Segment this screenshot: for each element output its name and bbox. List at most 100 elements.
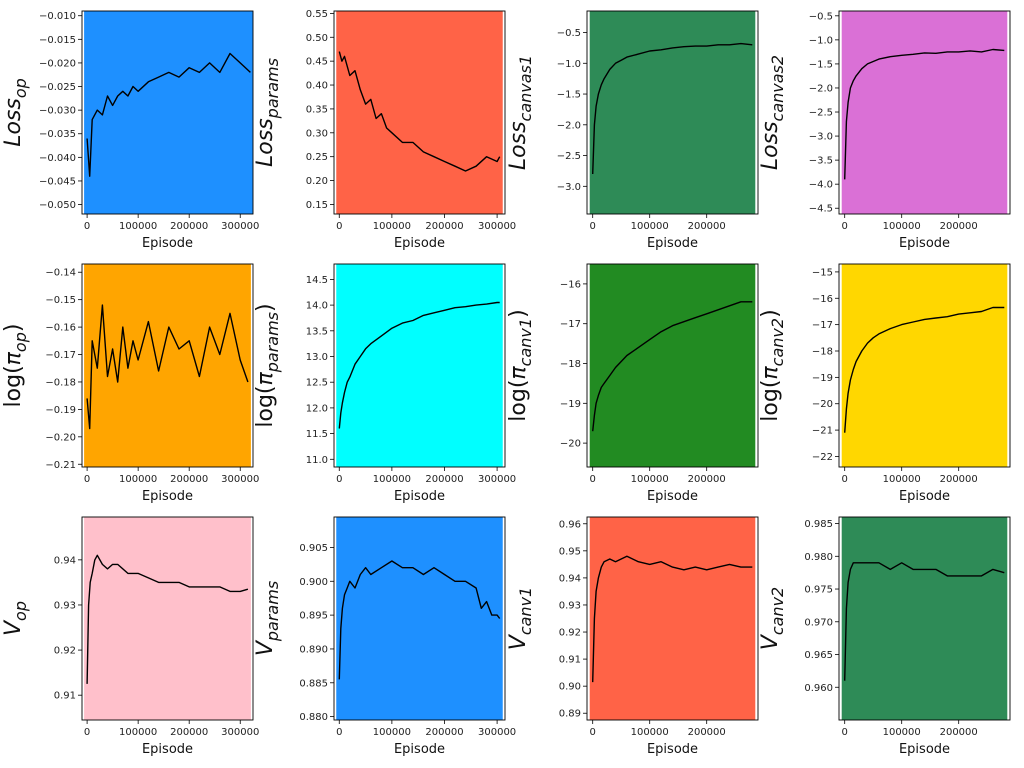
x-tick-label: 0 bbox=[336, 221, 342, 232]
y-tick-label: 0.985 bbox=[804, 519, 833, 530]
y-tick-label: 0.93 bbox=[54, 600, 76, 611]
subplot-9: 0 100000 200000 300000 0.880 0.885 0.890 0.895 0… bbox=[253, 516, 516, 757]
y-tick-label: −4.5 bbox=[809, 204, 833, 215]
x-tick-label: 200000 bbox=[425, 474, 463, 485]
y-tick-label: 0.55 bbox=[306, 9, 328, 20]
mean-line bbox=[338, 301, 500, 429]
y-tick-label: 0.91 bbox=[54, 691, 76, 702]
axes-frame bbox=[333, 263, 506, 468]
x-tick-label: 100000 bbox=[883, 221, 921, 232]
y-tick-label: −3.5 bbox=[809, 156, 833, 167]
x-axis-label: Episode bbox=[899, 236, 950, 251]
y-tick-label: −0.020 bbox=[39, 58, 76, 69]
y-tick-label: −16 bbox=[812, 294, 833, 305]
mean-line bbox=[86, 554, 249, 684]
y-tick-label: 0.92 bbox=[54, 646, 76, 657]
y-tick-label: −18 bbox=[812, 347, 833, 358]
y-tick-label: 12.5 bbox=[306, 378, 328, 389]
axes-frame bbox=[333, 10, 506, 215]
y-tick-label: −16 bbox=[560, 279, 581, 290]
y-tick-label: −3.0 bbox=[557, 182, 581, 193]
y-tick-label: 13.5 bbox=[306, 326, 328, 337]
x-tick-label: 100000 bbox=[119, 474, 157, 485]
x-tick-label: 200000 bbox=[425, 221, 463, 232]
subplot-3: 0 100000 200000 −4.5 −4.0 −3.5 −3.0 −2.5 −2.0 −1.… bbox=[758, 10, 1011, 251]
y-tick-label: −0.17 bbox=[45, 350, 76, 361]
y-tick-label: 0.15 bbox=[306, 200, 328, 211]
x-axis-label: Episode bbox=[142, 236, 193, 251]
x-tick-label: 0 bbox=[84, 727, 90, 738]
y-axis-label: Lossparams bbox=[253, 58, 282, 167]
mean-line bbox=[338, 560, 501, 680]
x-axis-label: Episode bbox=[142, 489, 193, 504]
x-tick-label: 100000 bbox=[119, 221, 157, 232]
x-tick-label: 300000 bbox=[478, 727, 516, 738]
x-tick-label: 0 bbox=[590, 474, 596, 485]
y-axis-label: Vcanv2 bbox=[758, 587, 787, 650]
x-axis-label: Episode bbox=[647, 742, 698, 757]
mean-line bbox=[592, 555, 753, 683]
y-tick-label: −0.16 bbox=[45, 323, 76, 334]
x-tick-label: 0 bbox=[842, 221, 848, 232]
y-tick-label: −0.025 bbox=[39, 82, 76, 93]
subplot-7: 0 100000 200000 −22 −21 −20 −19 −18 −17 −16 −15 Epi… bbox=[758, 263, 1011, 504]
x-tick-label: 100000 bbox=[373, 474, 411, 485]
x-tick-label: 0 bbox=[84, 474, 90, 485]
mean-line bbox=[338, 51, 501, 172]
scatter-band bbox=[589, 264, 756, 467]
mean-line bbox=[592, 42, 753, 175]
x-axis-label: Episode bbox=[899, 742, 950, 757]
y-tick-label: −1.0 bbox=[809, 35, 833, 46]
y-tick-label: −0.19 bbox=[45, 405, 76, 416]
y-axis-label: log(πcanv1) bbox=[506, 309, 535, 421]
axes-frame bbox=[81, 10, 254, 215]
y-tick-label: 13.0 bbox=[306, 352, 328, 363]
x-tick-label: 0 bbox=[590, 727, 596, 738]
x-tick-label: 300000 bbox=[478, 221, 516, 232]
x-axis-label: Episode bbox=[647, 489, 698, 504]
x-tick-label: 100000 bbox=[119, 727, 157, 738]
x-tick-label: 100000 bbox=[631, 474, 669, 485]
y-tick-label: −4.0 bbox=[809, 180, 833, 191]
y-tick-label: −0.5 bbox=[557, 28, 581, 39]
axes-frame bbox=[586, 10, 759, 215]
x-axis-label: Episode bbox=[394, 742, 445, 757]
y-tick-label: −0.20 bbox=[45, 432, 76, 443]
scatter-band bbox=[841, 11, 1008, 214]
subplot-6: 0 100000 200000 −20 −19 −18 −17 −16 Episode log(π… bbox=[506, 263, 759, 504]
y-tick-label: 0.895 bbox=[299, 611, 328, 622]
y-tick-label: −0.045 bbox=[39, 176, 76, 187]
x-tick-label: 200000 bbox=[688, 474, 726, 485]
mean-line bbox=[592, 301, 753, 432]
axes-frame bbox=[838, 10, 1011, 215]
y-tick-label: 0.40 bbox=[306, 81, 328, 92]
subplot-10: 0 100000 200000 0.89 0.90 0.91 0.92 0.93 0.94 0.9… bbox=[506, 516, 759, 757]
axes-frame bbox=[838, 516, 1011, 721]
y-tick-label: −2.0 bbox=[809, 83, 833, 94]
y-tick-label: −1.5 bbox=[557, 90, 581, 101]
x-axis-label: Episode bbox=[647, 236, 698, 251]
y-tick-label: 0.880 bbox=[299, 712, 328, 723]
x-tick-label: 100000 bbox=[373, 221, 411, 232]
y-axis-label: Vop bbox=[1, 601, 30, 636]
x-tick-label: 0 bbox=[336, 474, 342, 485]
axes-frame bbox=[838, 263, 1011, 468]
subplot-0: 0 100000 200000 300000 −0.050 −0.045 −0.040 −0.… bbox=[1, 10, 259, 251]
y-tick-label: −0.035 bbox=[39, 129, 76, 140]
y-tick-label: −18 bbox=[560, 359, 581, 370]
y-tick-label: 0.885 bbox=[299, 678, 328, 689]
y-tick-label: −0.015 bbox=[39, 35, 76, 46]
y-axis-label: Vcanv1 bbox=[506, 587, 535, 650]
mean-line bbox=[844, 562, 1005, 681]
y-tick-label: −0.18 bbox=[45, 377, 76, 388]
subplot-5: 0 100000 200000 300000 11.0 11.5 12.0 12.5 13.0 1… bbox=[253, 263, 516, 504]
x-axis-label: Episode bbox=[899, 489, 950, 504]
x-tick-label: 300000 bbox=[221, 474, 259, 485]
scatter-band bbox=[589, 517, 756, 720]
y-tick-label: 0.94 bbox=[559, 573, 581, 584]
x-tick-label: 300000 bbox=[221, 727, 259, 738]
y-tick-label: 12.0 bbox=[306, 403, 328, 414]
y-tick-label: 0.975 bbox=[804, 585, 833, 596]
x-axis-label: Episode bbox=[394, 236, 445, 251]
